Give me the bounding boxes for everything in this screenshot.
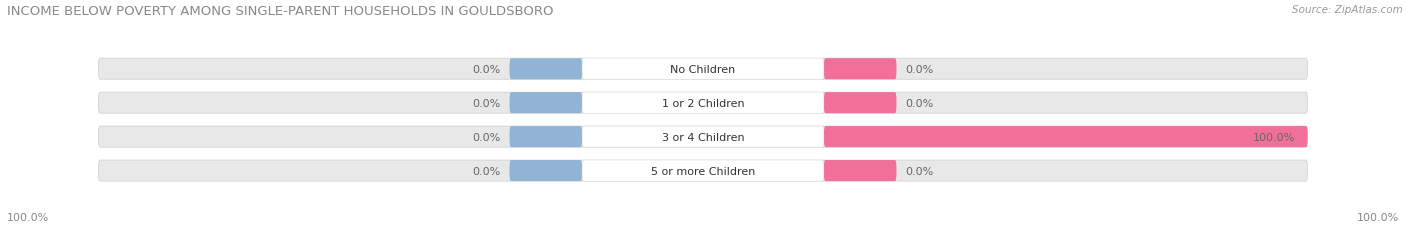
FancyBboxPatch shape [824,127,1308,148]
FancyBboxPatch shape [824,93,897,114]
FancyBboxPatch shape [824,59,897,80]
FancyBboxPatch shape [509,59,582,80]
FancyBboxPatch shape [824,160,897,181]
Text: 100.0%: 100.0% [1357,212,1399,222]
Text: 3 or 4 Children: 3 or 4 Children [662,132,744,142]
FancyBboxPatch shape [509,127,582,148]
Text: 0.0%: 0.0% [905,64,934,74]
Text: INCOME BELOW POVERTY AMONG SINGLE-PARENT HOUSEHOLDS IN GOULDSBORO: INCOME BELOW POVERTY AMONG SINGLE-PARENT… [7,5,554,18]
FancyBboxPatch shape [582,160,824,181]
Text: 0.0%: 0.0% [472,98,501,108]
FancyBboxPatch shape [582,59,824,80]
Text: 0.0%: 0.0% [472,132,501,142]
Text: 0.0%: 0.0% [472,64,501,74]
FancyBboxPatch shape [98,160,1308,181]
Text: Source: ZipAtlas.com: Source: ZipAtlas.com [1292,5,1403,15]
Text: 1 or 2 Children: 1 or 2 Children [662,98,744,108]
Text: 0.0%: 0.0% [472,166,501,176]
Text: 100.0%: 100.0% [1253,132,1295,142]
Text: 0.0%: 0.0% [905,98,934,108]
FancyBboxPatch shape [509,93,582,114]
FancyBboxPatch shape [582,93,824,114]
FancyBboxPatch shape [98,93,1308,114]
FancyBboxPatch shape [98,127,1308,148]
Text: 0.0%: 0.0% [905,166,934,176]
Text: 100.0%: 100.0% [7,212,49,222]
FancyBboxPatch shape [509,160,582,181]
Text: No Children: No Children [671,64,735,74]
Text: 5 or more Children: 5 or more Children [651,166,755,176]
FancyBboxPatch shape [98,59,1308,80]
FancyBboxPatch shape [582,127,824,148]
